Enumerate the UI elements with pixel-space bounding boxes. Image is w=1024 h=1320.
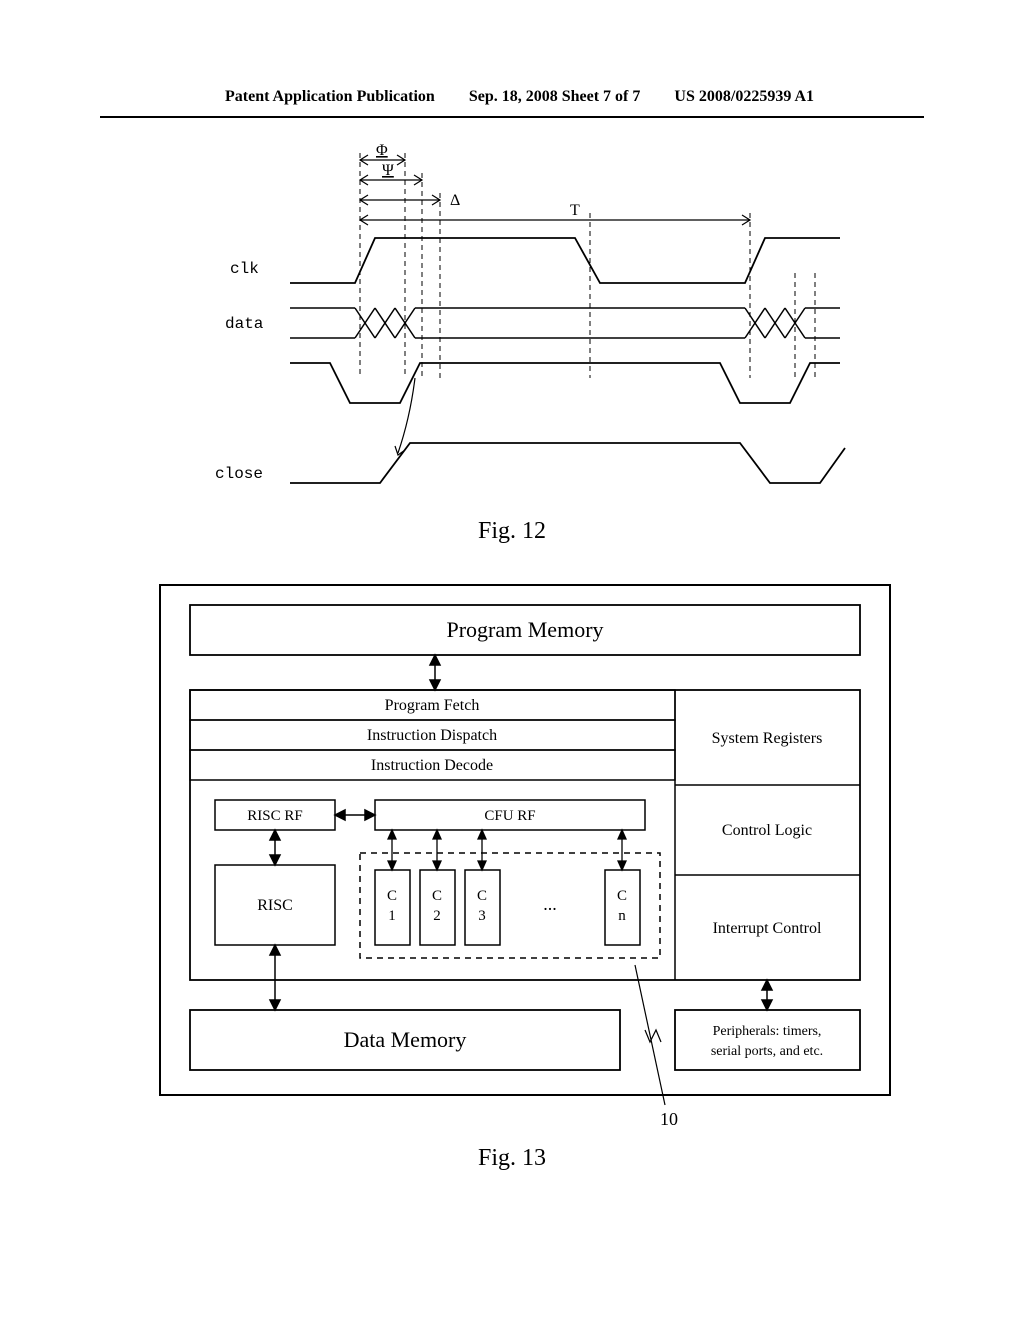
close-waveform — [290, 443, 845, 483]
peripherals-l2: serial ports, and etc. — [711, 1044, 823, 1059]
peripherals-box — [675, 1010, 860, 1070]
fig12-svg: Φ Ψ Δ T clk data — [100, 118, 924, 508]
ref-break — [645, 1030, 661, 1042]
cfu-group-box — [360, 853, 660, 958]
t-bracket — [360, 215, 750, 225]
c-boxes: C 1 C 2 C 3 ... C n — [375, 870, 640, 945]
svg-text:C: C — [432, 888, 442, 904]
system-registers-label: System Registers — [712, 730, 823, 747]
svg-text:...: ... — [543, 894, 557, 914]
risc-label: RISC — [257, 897, 293, 914]
page-header: Patent Application Publication Sep. 18, … — [100, 0, 924, 118]
figure-13: Program Memory Program Fetch Instruction… — [100, 575, 924, 1135]
svg-text:2: 2 — [433, 908, 441, 924]
data-waveform — [290, 308, 840, 338]
svg-text:3: 3 — [478, 908, 486, 924]
ref-num: 10 — [660, 1109, 678, 1129]
fig13-svg: Program Memory Program Fetch Instruction… — [100, 575, 924, 1135]
data-memory-label: Data Memory — [344, 1027, 467, 1052]
close-label: close — [215, 465, 263, 483]
data-label: data — [225, 315, 264, 333]
arrow-riscrf-cfurf — [335, 810, 375, 820]
t-label: T — [570, 202, 580, 219]
third-waveform — [290, 363, 840, 403]
svg-text:1: 1 — [388, 908, 396, 924]
figure-12: Φ Ψ Δ T clk data — [100, 118, 924, 508]
delta-bracket — [360, 195, 440, 205]
arrows-cfurf-c — [388, 830, 626, 870]
svg-text:C: C — [477, 888, 487, 904]
instruction-decode-label: Instruction Decode — [371, 757, 493, 774]
cfu-rf-label: CFU RF — [484, 808, 535, 824]
header-left: Patent Application Publication — [225, 88, 435, 106]
peripherals-l1: Peripherals: timers, — [713, 1024, 822, 1039]
svg-text:C: C — [387, 888, 397, 904]
clk-waveform — [290, 238, 840, 283]
arrow-risc-datamem — [270, 945, 280, 1010]
arrow-pm-fetch — [430, 655, 440, 690]
arrow-riscrf-risc — [270, 830, 280, 865]
arrow-interrupt-periph — [762, 980, 772, 1010]
svg-text:n: n — [618, 908, 626, 924]
header-right: US 2008/0225939 A1 — [674, 88, 814, 106]
fig12-caption: Fig. 12 — [0, 518, 1024, 545]
delta-label: Δ — [450, 192, 460, 209]
header-center: Sep. 18, 2008 Sheet 7 of 7 — [469, 88, 641, 106]
clk-label: clk — [230, 260, 259, 278]
risc-rf-label: RISC RF — [247, 808, 302, 824]
phi-label: Φ — [376, 142, 388, 159]
program-memory-label: Program Memory — [446, 617, 603, 642]
svg-text:C: C — [617, 888, 627, 904]
fig13-caption: Fig. 13 — [0, 1145, 1024, 1172]
fig12-guides — [360, 153, 815, 378]
ref-line — [635, 965, 665, 1105]
psi-label: Ψ — [382, 162, 394, 179]
control-logic-label: Control Logic — [722, 822, 812, 839]
instruction-dispatch-label: Instruction Dispatch — [367, 727, 497, 744]
interrupt-control-label: Interrupt Control — [713, 920, 822, 937]
program-fetch-label: Program Fetch — [385, 697, 480, 714]
